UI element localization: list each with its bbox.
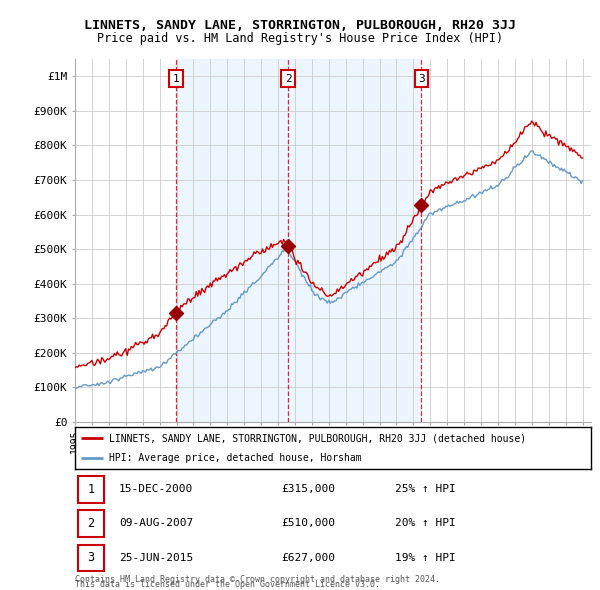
Text: 3: 3 [418, 74, 425, 84]
FancyBboxPatch shape [77, 476, 104, 503]
Text: LINNETS, SANDY LANE, STORRINGTON, PULBOROUGH, RH20 3JJ (detached house): LINNETS, SANDY LANE, STORRINGTON, PULBOR… [109, 433, 526, 443]
Text: £315,000: £315,000 [281, 484, 335, 494]
Text: This data is licensed under the Open Government Licence v3.0.: This data is licensed under the Open Gov… [75, 581, 380, 589]
Text: 3: 3 [88, 551, 95, 564]
Text: 19% ↑ HPI: 19% ↑ HPI [395, 553, 455, 562]
Text: 20% ↑ HPI: 20% ↑ HPI [395, 519, 455, 528]
Text: £510,000: £510,000 [281, 519, 335, 528]
Text: 09-AUG-2007: 09-AUG-2007 [119, 519, 193, 528]
Text: £627,000: £627,000 [281, 553, 335, 562]
Bar [288, 59, 421, 422]
Text: 2: 2 [88, 517, 95, 530]
Text: 2: 2 [285, 74, 292, 84]
Text: Contains HM Land Registry data © Crown copyright and database right 2024.: Contains HM Land Registry data © Crown c… [75, 575, 440, 584]
Text: 25% ↑ HPI: 25% ↑ HPI [395, 484, 455, 494]
FancyBboxPatch shape [77, 545, 104, 571]
FancyBboxPatch shape [77, 510, 104, 537]
Text: 1: 1 [88, 483, 95, 496]
Bar [176, 59, 288, 422]
Text: 15-DEC-2000: 15-DEC-2000 [119, 484, 193, 494]
Text: 1: 1 [172, 74, 179, 84]
Text: Price paid vs. HM Land Registry's House Price Index (HPI): Price paid vs. HM Land Registry's House … [97, 32, 503, 45]
Text: LINNETS, SANDY LANE, STORRINGTON, PULBOROUGH, RH20 3JJ: LINNETS, SANDY LANE, STORRINGTON, PULBOR… [84, 19, 516, 32]
Text: HPI: Average price, detached house, Horsham: HPI: Average price, detached house, Hors… [109, 453, 361, 463]
Text: 25-JUN-2015: 25-JUN-2015 [119, 553, 193, 562]
